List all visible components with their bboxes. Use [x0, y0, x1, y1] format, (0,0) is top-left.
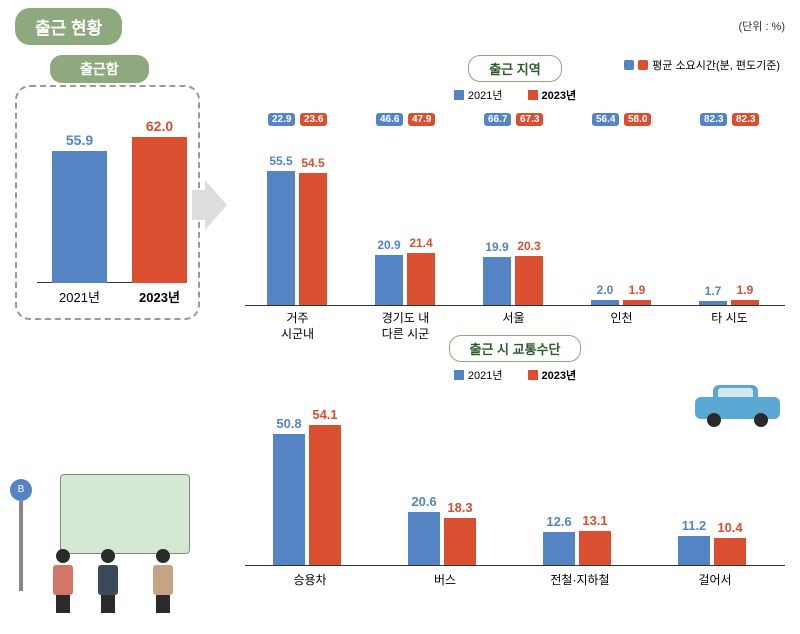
transport-bar-value: 54.1 — [305, 407, 345, 422]
transport-bar — [408, 512, 440, 565]
transport-bar — [444, 518, 476, 565]
commute-bar-value: 62.0 — [132, 118, 187, 134]
bus-shelter-icon — [60, 474, 190, 554]
transport-section: 출근 시 교통수단 2021년2023년 50.854.1승용차20.618.3… — [245, 335, 785, 566]
region-bar-chart: 55.522.954.523.6거주시군내20.946.621.447.9경기도… — [245, 111, 785, 306]
transport-bar-value: 10.4 — [710, 520, 750, 535]
commute-bar — [132, 137, 187, 283]
commute-bar-chart: 55.9 2021년 62.0 2023년 — [27, 97, 188, 308]
region-bar — [299, 173, 327, 305]
car-icon — [695, 385, 780, 427]
transport-bar-value: 50.8 — [269, 416, 309, 431]
unit-label: (단위 : %) — [738, 18, 785, 34]
bus-pole-icon — [19, 501, 23, 591]
transport-category-label: 승용차 — [260, 571, 360, 588]
region-bar — [267, 171, 295, 305]
region-category-label: 인천 — [579, 311, 664, 327]
commute-bar-year: 2023년 — [132, 287, 187, 306]
region-badge: 출근 지역 — [468, 55, 561, 82]
transport-legend: 2021년 2023년 — [245, 367, 785, 383]
time-bubble: 46.6 — [376, 113, 403, 126]
region-bar — [731, 300, 759, 305]
legend-color-box — [454, 90, 464, 100]
person-icon — [150, 549, 175, 614]
transport-badge: 출근 시 교통수단 — [449, 335, 582, 362]
region-bar — [483, 257, 511, 305]
legend-color-box — [528, 370, 538, 380]
commute-bar-value: 55.9 — [52, 132, 107, 148]
bus-sign-icon: B — [10, 479, 32, 501]
legend-label: 2021년 — [468, 367, 503, 383]
legend-item: 2021년 — [454, 367, 503, 383]
transport-bar-value: 18.3 — [440, 500, 480, 515]
region-legend: 2021년 2023년 — [245, 87, 785, 103]
region-bar — [699, 301, 727, 305]
person-icon — [50, 549, 75, 614]
legend-item: 2023년 — [528, 367, 577, 383]
region-bar-value: 20.3 — [509, 239, 549, 253]
transport-bar — [678, 536, 710, 565]
time-bubble: 82.3 — [732, 113, 759, 126]
transport-bar — [273, 434, 305, 565]
region-bar — [375, 255, 403, 306]
transport-bar — [714, 538, 746, 565]
transport-bar-value: 13.1 — [575, 513, 615, 528]
transport-bar — [309, 425, 341, 565]
time-bubble: 22.9 — [268, 113, 295, 126]
time-bubble: 56.4 — [592, 113, 619, 126]
legend-item: 2023년 — [528, 87, 577, 103]
legend-label: 2021년 — [468, 87, 503, 103]
legend-color-box — [454, 370, 464, 380]
time-legend: 평균 소요시간(분, 편도기준) — [624, 57, 780, 73]
region-bar — [591, 300, 619, 305]
time-bubble: 82.3 — [700, 113, 727, 126]
commute-bar-year: 2021년 — [52, 287, 107, 306]
time-bubble: 66.7 — [484, 113, 511, 126]
legend-label: 2023년 — [542, 367, 577, 383]
region-bar-value: 1.9 — [725, 283, 765, 297]
region-category-label: 타 시도 — [687, 311, 772, 327]
transport-bar-value: 11.2 — [674, 518, 714, 533]
region-section: 출근 지역 평균 소요시간(분, 편도기준) 2021년2023년 55.522… — [245, 55, 785, 306]
transport-category-label: 전철·지하철 — [530, 571, 630, 588]
arrow-icon — [205, 180, 227, 230]
transport-bar-value: 12.6 — [539, 514, 579, 529]
person-icon — [95, 549, 120, 614]
legend-label: 2023년 — [542, 87, 577, 103]
legend-item: 2021년 — [454, 87, 503, 103]
time-bubble: 67.3 — [516, 113, 543, 126]
transport-category-label: 버스 — [395, 571, 495, 588]
transport-category-label: 걸어서 — [665, 571, 765, 588]
commute-badge: 출근함 — [50, 55, 149, 83]
commute-chart-box: 55.9 2021년 62.0 2023년 — [15, 85, 200, 320]
legend-color-box — [528, 90, 538, 100]
time-bubble: 47.9 — [408, 113, 435, 126]
region-bar — [515, 256, 543, 305]
transport-bar-value: 20.6 — [404, 494, 444, 509]
region-category-label: 서울 — [471, 311, 556, 327]
bus-stop-illustration: B — [10, 464, 210, 614]
time-legend-label: 평균 소요시간(분, 편도기준) — [652, 57, 780, 73]
time-bubble: 58.0 — [624, 113, 651, 126]
region-bar-value: 54.5 — [293, 156, 333, 170]
transport-bar — [579, 531, 611, 565]
region-bar — [407, 253, 435, 305]
commute-bar — [52, 151, 107, 283]
time-bubble: 23.6 — [300, 113, 327, 126]
transport-bar — [543, 532, 575, 565]
legend-box-2023-time — [638, 60, 648, 70]
region-bar-value: 1.9 — [617, 283, 657, 297]
legend-box-2021-time — [624, 60, 634, 70]
page-title-badge: 출근 현황 — [15, 8, 122, 45]
region-bar — [623, 300, 651, 305]
region-bar-value: 21.4 — [401, 236, 441, 250]
